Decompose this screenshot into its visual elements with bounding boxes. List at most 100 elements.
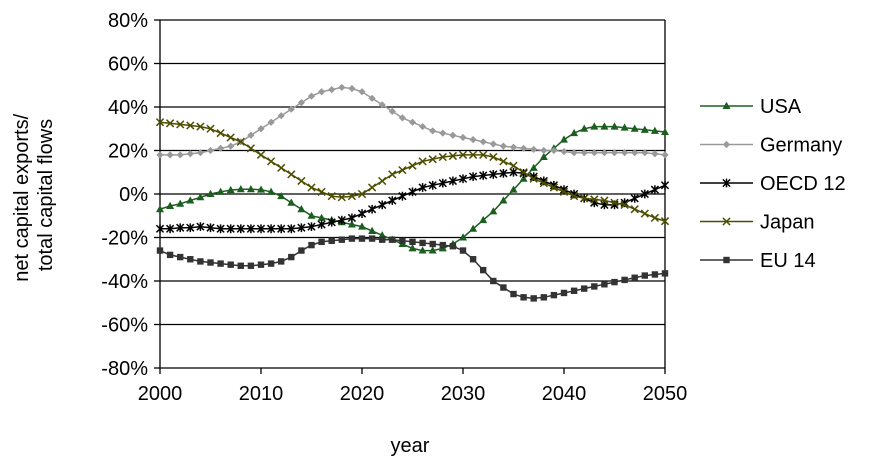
series-line-oecd-12: [160, 171, 666, 230]
data-point: [347, 220, 356, 228]
data-point: [379, 236, 386, 243]
data-point: [196, 222, 205, 232]
data-point: [530, 145, 538, 154]
data-point: [580, 149, 588, 157]
data-point: [448, 151, 458, 161]
series-eu-14: [156, 235, 669, 302]
data-point: [449, 131, 457, 139]
data-point: [267, 260, 275, 267]
data-point: [165, 224, 175, 234]
data-point: [500, 284, 507, 291]
data-point: [186, 196, 195, 204]
data-point: [347, 192, 357, 201]
data-point: [458, 174, 468, 184]
y-tick-label: 0%: [119, 184, 148, 206]
data-point: [338, 83, 346, 92]
data-point: [398, 114, 406, 122]
data-point: [277, 163, 286, 173]
data-point: [278, 258, 285, 265]
data-point: [226, 224, 235, 234]
data-point: [509, 167, 518, 177]
data-point: [348, 84, 356, 93]
data-point: [428, 155, 437, 164]
data-point: [307, 183, 316, 192]
data-point: [620, 123, 629, 131]
y-tick-label: -40%: [101, 271, 148, 293]
data-point: [509, 143, 518, 151]
data-point: [640, 209, 649, 218]
data-point: [631, 149, 639, 157]
legend-label: OECD 12: [760, 173, 846, 195]
data-point: [236, 224, 245, 234]
data-point: [469, 224, 478, 232]
data-point: [530, 295, 537, 302]
data-point: [661, 151, 669, 159]
x-axis-title: year: [391, 435, 430, 457]
data-point: [408, 244, 417, 252]
data-point: [186, 223, 195, 233]
data-point: [408, 118, 417, 126]
data-point: [197, 258, 204, 265]
data-point: [297, 223, 306, 233]
data-point: [378, 200, 387, 210]
data-point: [236, 137, 245, 146]
data-point: [176, 199, 185, 207]
legend: USA Germany OECD 12 Japan EU 14: [700, 96, 846, 272]
data-point: [428, 180, 437, 190]
data-point: [469, 136, 477, 144]
data-point: [429, 240, 436, 248]
data-point: [256, 150, 266, 159]
data-point: [580, 194, 589, 203]
data-point: [216, 224, 225, 234]
data-point: [297, 205, 306, 213]
data-point: [156, 151, 164, 159]
legend-marker: [723, 256, 730, 264]
data-point: [439, 129, 447, 137]
y-tick-label: 80%: [108, 10, 148, 32]
data-series: [155, 83, 670, 302]
data-point: [429, 127, 437, 135]
data-point: [348, 235, 356, 242]
data-point: [428, 246, 437, 254]
y-tick-label: 60%: [108, 54, 148, 76]
data-point: [489, 207, 498, 215]
data-point: [247, 262, 255, 269]
data-point: [600, 149, 608, 157]
data-point: [166, 251, 174, 259]
data-point: [570, 128, 579, 137]
data-point: [246, 224, 256, 234]
data-point: [267, 118, 275, 126]
data-point: [206, 223, 215, 233]
data-point: [328, 237, 335, 244]
data-point: [307, 222, 316, 232]
data-point: [297, 99, 305, 107]
data-point: [287, 170, 296, 179]
data-point: [358, 88, 366, 96]
data-point: [155, 224, 165, 234]
series-oecd-12: [155, 167, 670, 234]
data-point: [207, 259, 214, 266]
data-point: [610, 122, 619, 130]
x-tick-label: 2020: [340, 383, 385, 405]
data-point: [661, 127, 669, 136]
data-point: [409, 238, 416, 246]
data-point: [581, 285, 588, 292]
data-point: [560, 289, 568, 297]
data-point: [358, 222, 366, 230]
data-point: [661, 270, 669, 277]
data-point: [156, 247, 164, 254]
data-point: [227, 261, 234, 268]
data-point: [600, 196, 609, 205]
data-point: [660, 217, 670, 226]
data-point: [600, 122, 609, 130]
legend-item-germany: Germany: [700, 135, 842, 157]
data-point: [156, 205, 164, 213]
data-point: [650, 185, 660, 195]
legend-marker: [722, 140, 731, 149]
data-point: [570, 149, 578, 157]
data-point: [297, 176, 306, 186]
data-point: [338, 236, 345, 243]
legend-marker: [722, 178, 731, 188]
data-point: [590, 195, 599, 204]
